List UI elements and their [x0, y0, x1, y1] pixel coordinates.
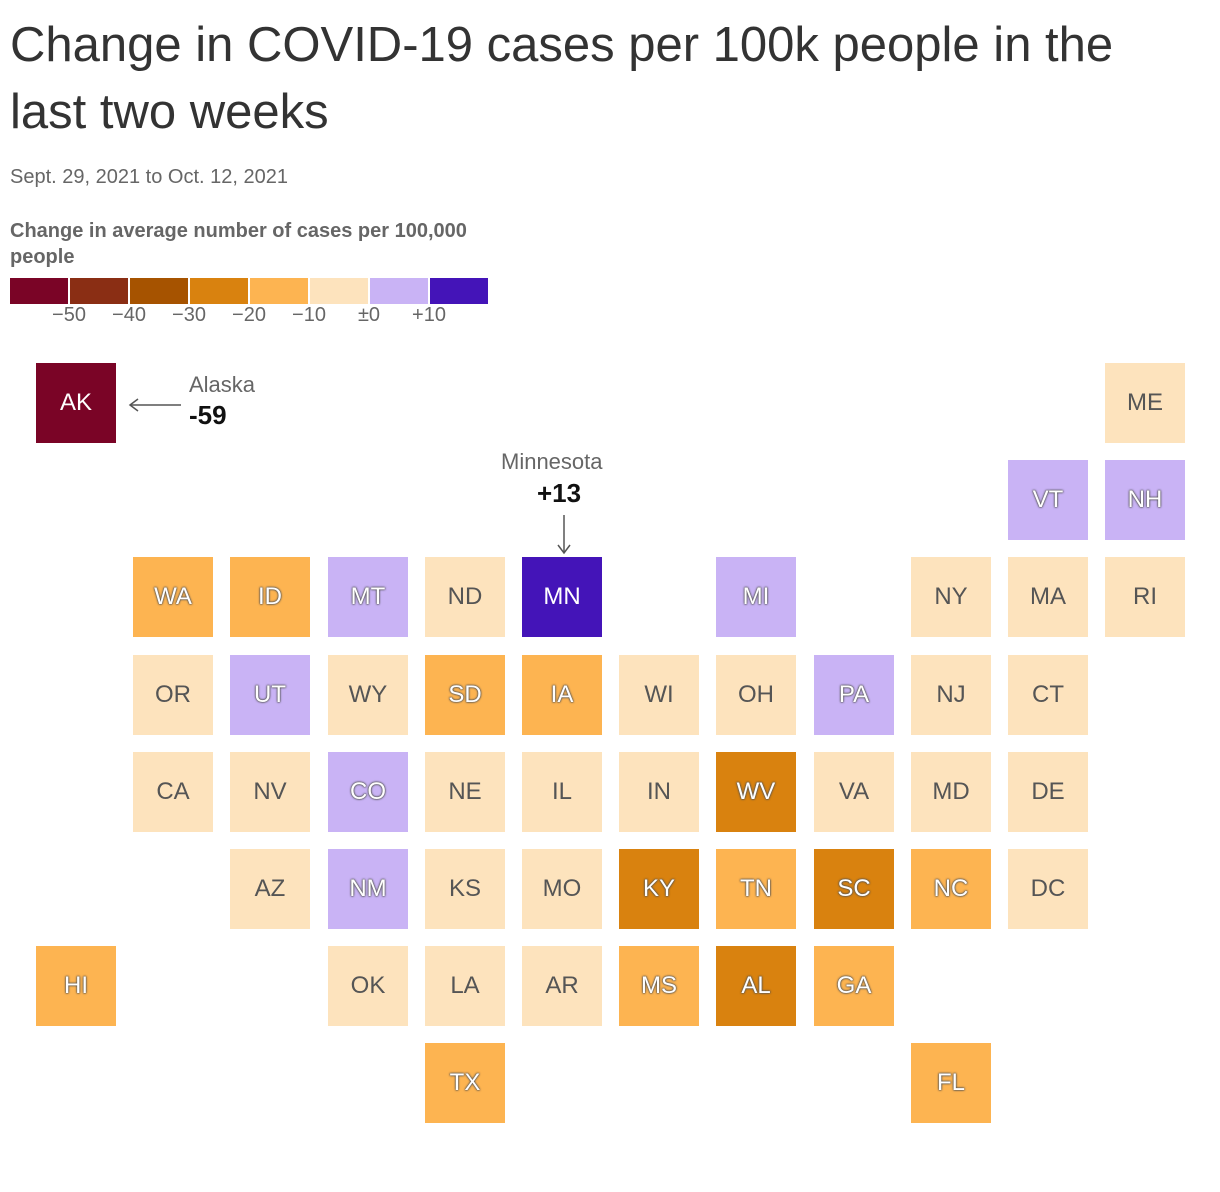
- minnesota-arrow: [557, 515, 571, 555]
- minnesota-annotation-name: Minnesota: [501, 449, 603, 474]
- legend-tick-label: ±0: [357, 304, 381, 326]
- legend-tick-label: −40: [112, 304, 146, 326]
- alaska-annotation-value: -59: [189, 400, 227, 430]
- legend-tick-label: −20: [232, 304, 266, 326]
- legend-tick-label: −30: [172, 304, 206, 326]
- legend-swatch: [130, 278, 188, 304]
- legend-swatch: [250, 278, 308, 304]
- chart-subtitle: Sept. 29, 2021 to Oct. 12, 2021: [10, 166, 288, 188]
- legend-swatch: [10, 278, 68, 304]
- legend-swatch: [370, 278, 428, 304]
- alaska-annotation-name: Alaska: [189, 372, 256, 397]
- state-tile-il[interactable]: IL: [522, 752, 602, 832]
- color-legend: [10, 278, 490, 304]
- legend-swatch: [430, 278, 488, 304]
- alaska-arrow: [128, 398, 181, 412]
- legend-tick-label: −50: [52, 304, 86, 326]
- legend-swatch: [70, 278, 128, 304]
- state-tile-id[interactable]: ID: [230, 557, 310, 637]
- legend-tick-label: −10: [292, 304, 326, 326]
- legend-tick-label: +10: [412, 304, 446, 326]
- minnesota-annotation-value: +13: [537, 478, 582, 508]
- legend-title: Change in average number of cases per 10…: [10, 220, 467, 268]
- legend-swatch: [310, 278, 368, 304]
- chart-title: Change in COVID-19 cases per 100k people…: [10, 18, 1114, 139]
- legend-swatch: [190, 278, 248, 304]
